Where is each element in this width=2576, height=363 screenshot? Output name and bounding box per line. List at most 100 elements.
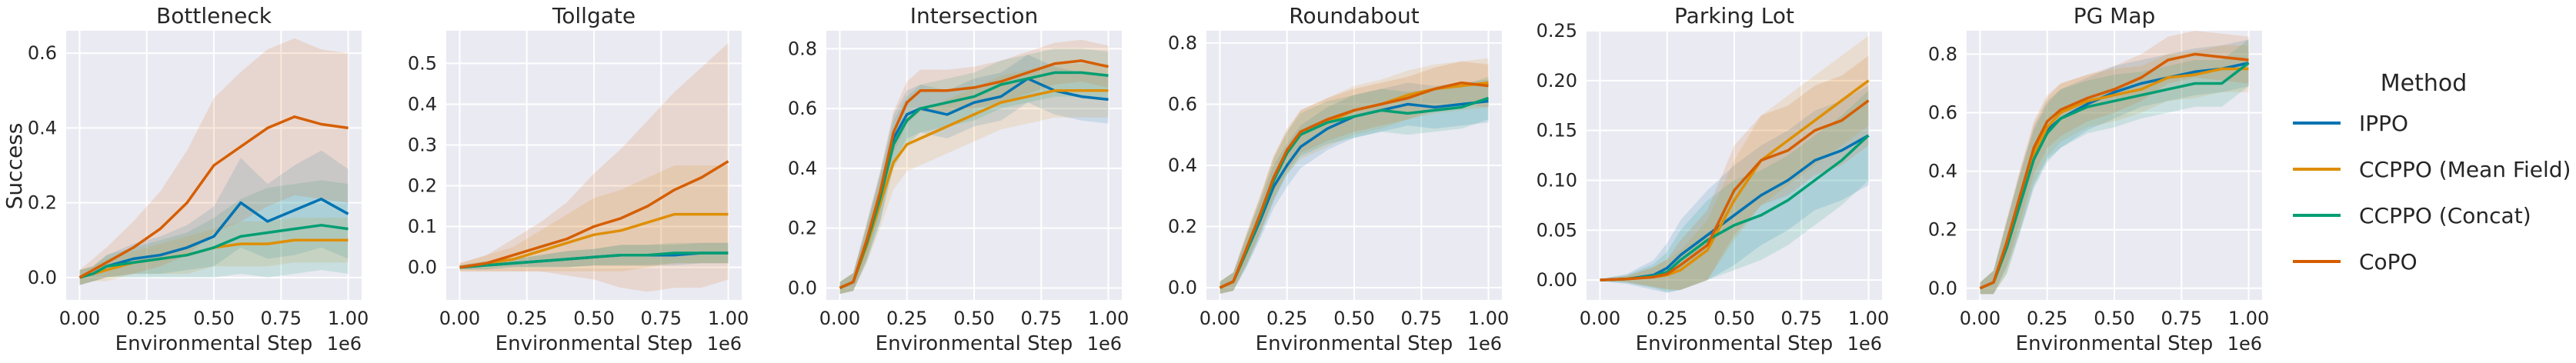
legend-item: CCPPO (Mean Field) <box>2293 157 2571 182</box>
y-tick-label: 0.6 <box>28 42 57 64</box>
confidence-band <box>459 42 729 292</box>
y-tick-label: 0.0 <box>788 277 817 298</box>
legend-item: IPPO <box>2293 111 2408 136</box>
y-axis-label: Success <box>2 123 27 210</box>
x-tick-label: 0.50 <box>953 308 994 329</box>
confidence-band <box>1980 45 2249 295</box>
x-tick-label: 1.00 <box>708 308 749 329</box>
x-tick-label: 0.75 <box>2161 308 2202 329</box>
x-tick-label: 0.00 <box>819 308 860 329</box>
x-tick-label: 0.25 <box>2027 308 2067 329</box>
chart-panel-4: 0.00 0.25 0.50 0.75 1.00 0.0 0.2 0.4 0.6 0.8 Round… <box>1168 3 1509 355</box>
y-tick-label: 0.3 <box>408 134 437 155</box>
x-axis-label: Environmental Step <box>496 332 693 355</box>
x-multiplier-label: 1e6 <box>327 333 362 355</box>
x-axis-label: Environmental Step <box>115 332 313 355</box>
x-tick-label: 0.75 <box>1781 308 1822 329</box>
x-tick-label: 0.25 <box>126 308 167 329</box>
y-tick-label: 0.8 <box>788 38 817 59</box>
y-tick-label: 0.4 <box>408 93 437 115</box>
x-multiplier-label: 1e6 <box>1087 333 1122 355</box>
x-tick-label: 0.25 <box>1266 308 1307 329</box>
chart-title: Tollgate <box>552 3 636 28</box>
y-tick-label: 0.2 <box>28 192 57 214</box>
x-axis-label: Environmental Step <box>1636 332 1834 355</box>
x-tick-label: 1.00 <box>1468 308 1509 329</box>
chart-title: PG Map <box>2074 3 2156 28</box>
x-tick-label: 0.75 <box>261 308 302 329</box>
series-line <box>1600 99 1870 281</box>
legend: Method IPPO CCPPO (Mean Field) CCPPO (Conc… <box>2293 70 2571 275</box>
y-tick-label: 0.4 <box>1168 155 1197 176</box>
confidence-band <box>1980 39 2249 295</box>
x-multiplier-label: 1e6 <box>1847 333 1882 355</box>
legend-label: CCPPO (Mean Field) <box>2359 157 2571 182</box>
x-tick-label: 0.25 <box>506 308 547 329</box>
x-axis-label: Environmental Step <box>1256 332 1453 355</box>
chart-panel-6: 0.00 0.25 0.50 0.75 1.00 0.0 0.2 0.4 0.6 0.8 PG Ma… <box>1928 3 2269 355</box>
x-multiplier-label: 1e6 <box>707 333 742 355</box>
y-tick-label: 0.6 <box>1168 93 1197 115</box>
confidence-band <box>79 150 349 285</box>
chart-title: Intersection <box>910 3 1039 28</box>
legend-item: CCPPO (Concat) <box>2293 203 2531 228</box>
series-line <box>839 59 1109 290</box>
y-tick-label: 0.6 <box>788 98 817 119</box>
legend-title: Method <box>2381 70 2468 97</box>
series-line <box>78 115 349 279</box>
confidence-band <box>79 180 349 285</box>
chart-title: Parking Lot <box>1674 3 1794 28</box>
x-tick-label: 0.50 <box>2094 308 2134 329</box>
x-tick-label: 0.00 <box>1580 308 1620 329</box>
x-tick-label: 0.75 <box>1401 308 1442 329</box>
y-tick-label: 0.10 <box>1537 169 1577 191</box>
x-tick-label: 1.00 <box>328 308 369 329</box>
x-tick-label: 1.00 <box>1848 308 1889 329</box>
legend-item: CoPO <box>2293 249 2418 275</box>
confidence-band <box>79 38 349 285</box>
y-tick-label: 0.0 <box>28 267 57 288</box>
y-tick-label: 0.00 <box>1537 269 1577 291</box>
x-tick-label: 0.00 <box>59 308 100 329</box>
y-tick-label: 0.4 <box>788 158 817 179</box>
x-multiplier-label: 1e6 <box>2227 333 2262 355</box>
y-tick-label: 0.6 <box>1928 102 1957 124</box>
x-tick-label: 0.75 <box>1021 308 1062 329</box>
series-line <box>1219 81 1489 289</box>
series-line <box>1979 52 2249 290</box>
y-tick-label: 0.0 <box>408 257 437 278</box>
chart-title: Roundabout <box>1289 3 1419 28</box>
legend-label: CCPPO (Concat) <box>2359 203 2531 228</box>
y-tick-label: 0.25 <box>1537 20 1577 42</box>
confidence-band <box>1600 55 1869 291</box>
x-tick-label: 0.00 <box>439 308 480 329</box>
confidence-band <box>79 218 349 285</box>
confidence-band <box>839 48 1109 295</box>
y-tick-label: 0.1 <box>408 216 437 238</box>
y-tick-label: 0.0 <box>1168 277 1197 298</box>
y-tick-label: 0.2 <box>408 175 437 197</box>
x-tick-label: 0.00 <box>1200 308 1240 329</box>
series-line <box>459 212 729 269</box>
x-tick-label: 1.00 <box>1088 308 1129 329</box>
y-tick-label: 0.20 <box>1537 70 1577 92</box>
x-tick-label: 0.25 <box>1647 308 1687 329</box>
chart-title: Bottleneck <box>156 3 272 28</box>
y-tick-label: 0.4 <box>28 117 57 138</box>
chart-panel-3: 0.00 0.25 0.50 0.75 1.00 0.0 0.2 0.4 0.6 0.8 Inter… <box>788 3 1129 355</box>
chart-panel-2: 0.00 0.25 0.50 0.75 1.00 0.0 0.1 0.2 0.3 0.4 0.5 To… <box>408 3 749 355</box>
y-tick-label: 0.2 <box>788 218 817 239</box>
y-tick-label: 0.8 <box>1928 43 1957 65</box>
series-line <box>79 224 349 279</box>
x-tick-label: 0.50 <box>193 308 234 329</box>
y-tick-label: 0.5 <box>408 52 437 74</box>
chart-panel-1: 0.00 0.25 0.50 0.75 1.00 0.0 0.2 0.4 0.6 Bottlene… <box>28 3 369 355</box>
y-tick-label: 0.15 <box>1537 120 1577 142</box>
confidence-band <box>1220 76 1489 294</box>
x-tick-label: 0.50 <box>1713 308 1754 329</box>
x-tick-label: 0.50 <box>573 308 614 329</box>
x-tick-label: 0.75 <box>641 308 682 329</box>
legend-label: CoPO <box>2359 249 2418 275</box>
x-tick-label: 1.00 <box>2228 308 2269 329</box>
